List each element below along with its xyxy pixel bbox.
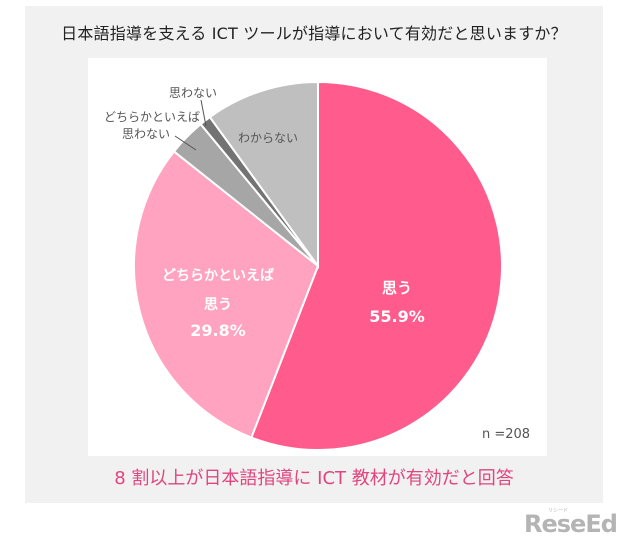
reseed-logo: ReseEd: [524, 510, 618, 538]
chart-title: 日本語指導を支える ICT ツールが指導において有効だと思いますか？: [61, 24, 567, 43]
slice-omou: [250, 80, 503, 451]
pie-chart: 思う 55.9% どちらかといえば 思う 29.8% わからない 思わない どち…: [104, 80, 503, 451]
label-wakaranai: わからない: [238, 131, 298, 145]
label-omou-pct: 55.9%: [369, 307, 425, 326]
label-dochira-omou-pct: 29.8%: [190, 321, 246, 340]
plot-area: 思う 55.9% どちらかといえば 思う 29.8% わからない 思わない どち…: [88, 58, 547, 456]
slice-wakaranai: [208, 80, 319, 270]
label-dochira-omowanai-line1: どちらかといえば: [104, 110, 200, 124]
leader-line-dochira-omowanai: [174, 135, 197, 151]
label-dochira-omowanai-line2: 思わない: [122, 127, 170, 141]
label-dochira-omou-line1: どちらかといえば: [162, 268, 274, 284]
logo-ruby: リシード: [548, 508, 569, 514]
slice-dochira-omou: [133, 150, 320, 439]
leader-line-omowanai: [200, 99, 207, 127]
label-dochira-omou-line2: 思う: [204, 297, 232, 313]
label-omou-name: 思う: [382, 279, 412, 297]
chart-caption: 8 割以上が日本語指導に ICT 教材が有効だと回答: [114, 468, 514, 489]
label-omowanai: 思わない: [169, 86, 217, 100]
sample-size-label: n =208: [482, 427, 531, 442]
